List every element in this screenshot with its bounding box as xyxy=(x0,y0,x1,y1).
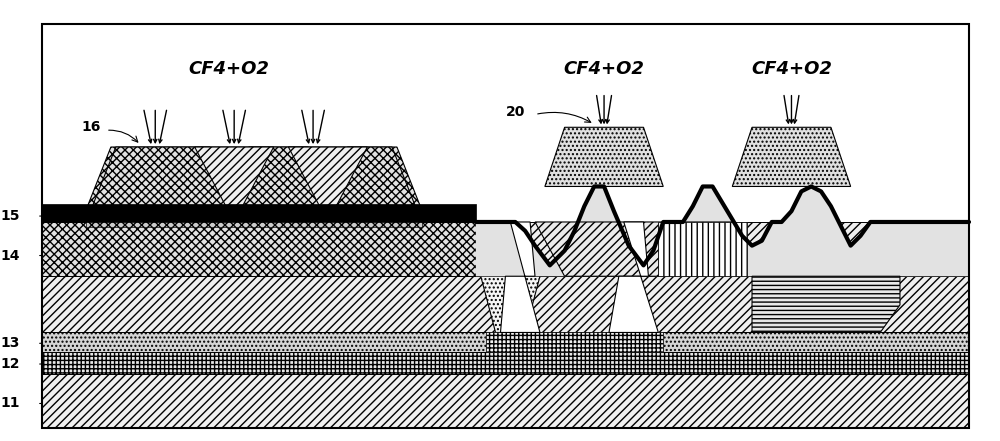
Polygon shape xyxy=(545,127,663,187)
Polygon shape xyxy=(42,333,969,352)
Polygon shape xyxy=(86,219,422,227)
Polygon shape xyxy=(476,187,969,276)
Polygon shape xyxy=(195,147,274,222)
Polygon shape xyxy=(42,374,969,428)
Text: 15: 15 xyxy=(1,209,20,223)
Polygon shape xyxy=(42,222,476,276)
Text: 12: 12 xyxy=(1,357,20,371)
Polygon shape xyxy=(658,222,747,276)
Text: CF4+O2: CF4+O2 xyxy=(751,60,832,78)
Text: CF4+O2: CF4+O2 xyxy=(189,60,270,78)
Polygon shape xyxy=(500,222,540,333)
Polygon shape xyxy=(609,222,658,333)
Polygon shape xyxy=(481,276,540,333)
Text: 16: 16 xyxy=(81,120,101,135)
Polygon shape xyxy=(535,222,732,276)
Polygon shape xyxy=(288,147,367,222)
Text: 20: 20 xyxy=(505,105,525,120)
Polygon shape xyxy=(752,276,900,333)
Polygon shape xyxy=(81,147,427,222)
Text: 11: 11 xyxy=(1,396,20,411)
Text: CF4+O2: CF4+O2 xyxy=(564,60,644,78)
Polygon shape xyxy=(42,204,476,222)
Polygon shape xyxy=(476,222,969,276)
Text: 14: 14 xyxy=(1,249,20,262)
Polygon shape xyxy=(732,127,851,187)
Polygon shape xyxy=(42,276,969,333)
Polygon shape xyxy=(42,352,969,374)
Polygon shape xyxy=(486,333,663,352)
Polygon shape xyxy=(86,147,422,222)
Text: 13: 13 xyxy=(1,336,20,350)
